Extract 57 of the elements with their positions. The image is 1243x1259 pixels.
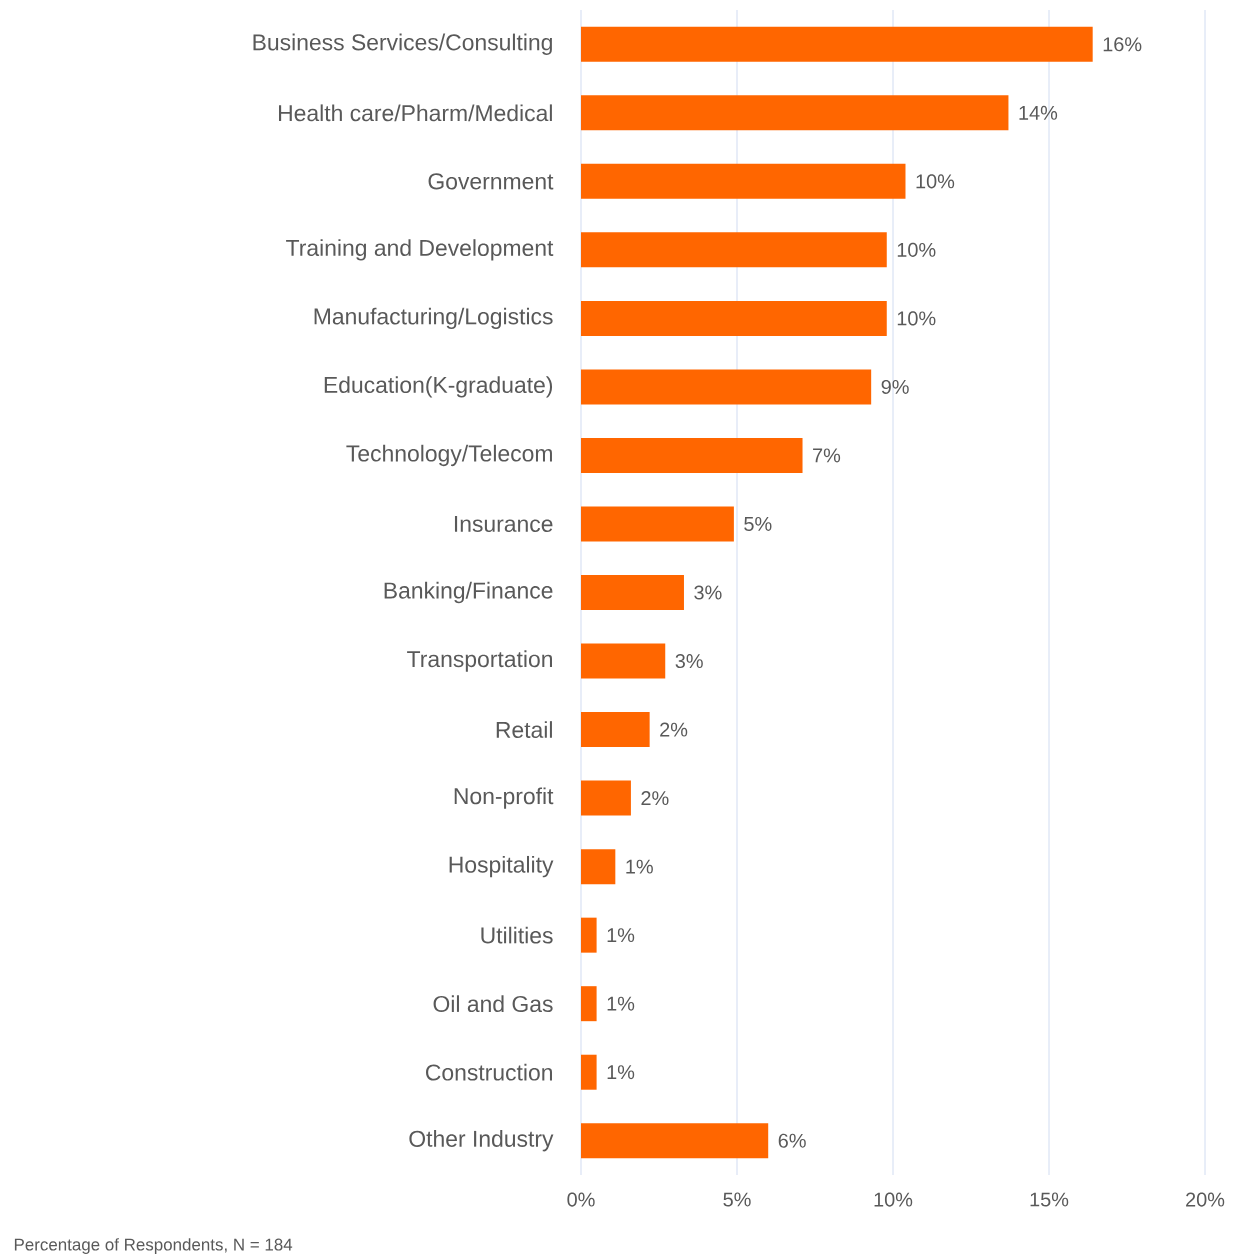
x-tick-label: 0% [567,1192,595,1207]
data-label: 3% [694,585,722,600]
bar [581,575,684,611]
data-label: 16% [1103,37,1142,52]
y-tick-label: Banking/Finance [384,581,553,604]
bar [581,712,650,748]
bar [581,163,906,199]
bar [581,986,597,1022]
data-label: 5% [744,516,772,531]
bar [581,369,872,405]
y-tick-label: Government [428,173,554,190]
text: Percentage of Respondents, N = 184 [14,1238,293,1254]
data-label: 2% [641,791,669,806]
x-tick-label: 20% [1186,1192,1225,1207]
data-label: 10% [916,174,955,189]
data-label: 7% [813,448,841,463]
data-label: 6% [778,1133,806,1148]
data-label: 2% [660,722,688,737]
data-label: 9% [881,379,909,394]
bar [581,300,887,336]
bar [581,26,1093,62]
y-tick-label: Transportation [407,650,552,672]
y-tick-label: Oil and Gas [433,995,553,1013]
data-label: 1% [626,859,653,874]
data-label: 14% [1019,105,1058,120]
bar [581,643,666,679]
y-tick-label: Retail [496,721,552,738]
x-tick-label: 10% [874,1192,913,1207]
y-tick-label: Technology/Telecom [346,444,552,467]
x-tick-label: 15% [1030,1192,1069,1207]
data-label: 1% [607,996,635,1011]
y-tick-label: Insurance [454,515,553,532]
y-tick-label: Manufacturing/Logistics [314,307,553,330]
y-tick-label: Utilities [481,926,553,944]
bar [581,849,616,885]
bar [581,95,1009,131]
y-tick-label: Construction [426,1063,552,1081]
y-tick-label: Education(K-graduate) [324,376,553,398]
bar [581,917,597,953]
bar [581,437,803,473]
y-tick-label: Health care/Pharm/Medical [279,104,552,122]
y-tick-label: Non-profit [454,787,554,809]
y-tick-label: Training and Development [286,239,554,261]
data-label: 10% [897,311,936,326]
data-label: 1% [607,928,635,943]
bar [581,1054,597,1090]
bar [581,780,631,816]
data-label: 1% [607,1065,635,1080]
bar [581,1123,769,1159]
bar [581,506,734,542]
y-tick-label: Business Services/Consulting [253,33,552,55]
data-label: 10% [897,242,936,257]
data-label: 3% [675,653,703,669]
x-tick-label: 5% [723,1192,751,1207]
y-tick-label: Hospitality [449,855,554,878]
y-tick-label: Other Industry [409,1130,554,1152]
bar [581,232,887,268]
